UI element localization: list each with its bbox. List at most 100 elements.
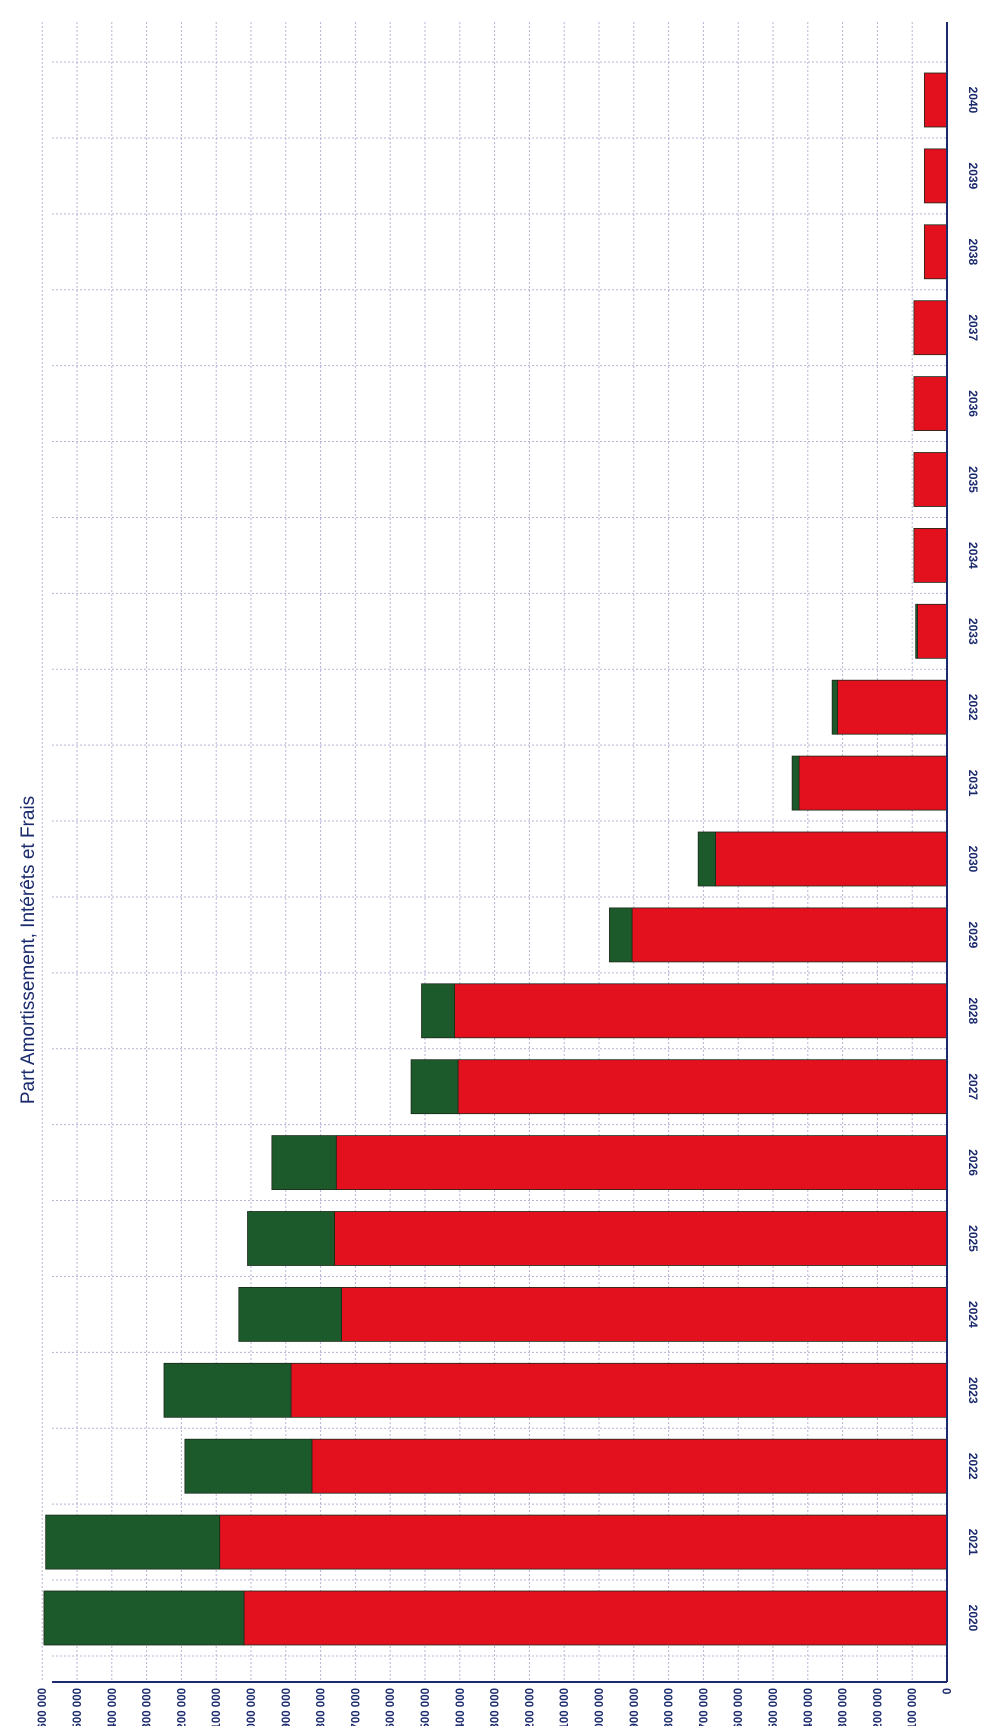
bar-segment-red xyxy=(913,528,948,583)
value-tick-label: 1 400 000 xyxy=(455,1688,467,1726)
bar-segment-red xyxy=(923,72,948,128)
category-label: 2038 xyxy=(966,238,980,265)
category-label: 2028 xyxy=(966,997,980,1024)
value-axis: 0 100 000 200 000 300 000 400 000 500 000 600 … xyxy=(37,22,954,1726)
value-tick: 0 xyxy=(942,1688,954,1694)
chart-title-text: Part Amortissement, Intérêts et Frais xyxy=(18,796,39,1104)
bar-segment-green xyxy=(238,1287,342,1342)
category-tick: 2026 xyxy=(966,1149,980,1176)
category-tick: 2033 xyxy=(966,618,980,645)
bars xyxy=(43,72,948,1646)
category-label: 2037 xyxy=(966,314,980,341)
value-tick-label: 2 200 000 xyxy=(176,1688,188,1726)
bar-segment-red xyxy=(913,376,948,432)
value-tick: 1 500 000 xyxy=(420,1688,432,1726)
category-label: 2026 xyxy=(966,1149,980,1176)
bar-segment-red xyxy=(290,1362,948,1418)
value-tick-label: 1 300 000 xyxy=(490,1688,502,1726)
category-label: 2034 xyxy=(966,542,980,569)
bar-segment-green xyxy=(43,1590,245,1646)
bar-segment-red xyxy=(923,224,948,280)
bar-segment-red xyxy=(457,1059,948,1115)
value-tick-label: 2 500 000 xyxy=(72,1688,84,1726)
value-tick-label: 300 000 xyxy=(838,1688,850,1726)
category-tick: 2023 xyxy=(966,1377,980,1404)
category-label: 2035 xyxy=(966,466,980,493)
bar-segment-red xyxy=(334,1211,948,1266)
bar-segment-red xyxy=(923,148,948,204)
value-tick-label: 1 900 000 xyxy=(281,1688,293,1726)
bar-segment-green xyxy=(609,907,633,963)
value-tick-label: 1 600 000 xyxy=(385,1688,397,1726)
value-tick-label: 1 700 000 xyxy=(350,1688,362,1726)
category-label: 2021 xyxy=(966,1529,980,1556)
category-tick: 2035 xyxy=(966,466,980,493)
category-tick: 2031 xyxy=(966,770,980,797)
value-tick: 700 000 xyxy=(698,1688,710,1726)
category-label: 2027 xyxy=(966,1073,980,1100)
category-tick: 2024 xyxy=(966,1301,980,1328)
category-label: 2025 xyxy=(966,1225,980,1252)
bar-segment-green xyxy=(410,1059,459,1115)
value-tick: 1 000 000 xyxy=(594,1688,606,1726)
value-tick: 1 200 000 xyxy=(524,1688,536,1726)
bar-segment-red xyxy=(243,1590,948,1646)
bar-segment-green xyxy=(163,1362,292,1418)
category-tick: 2020 xyxy=(966,1605,980,1632)
category-tick: 2025 xyxy=(966,1225,980,1252)
category-label: 2030 xyxy=(966,846,980,873)
category-tick: 2038 xyxy=(966,238,980,265)
value-tick-label: 1 100 000 xyxy=(559,1688,571,1726)
category-label: 2029 xyxy=(966,922,980,949)
value-tick: 1 600 000 xyxy=(385,1688,397,1726)
value-tick: 1 300 000 xyxy=(490,1688,502,1726)
chart-title: Part Amortissement, Intérêts et Frais xyxy=(18,796,39,1104)
value-tick: 1 700 000 xyxy=(350,1688,362,1726)
bar-segment-green xyxy=(831,679,838,735)
value-tick: 2 200 000 xyxy=(176,1688,188,1726)
value-tick: 2 600 000 xyxy=(37,1688,49,1726)
value-tick-label: 2 600 000 xyxy=(37,1688,49,1726)
category-tick: 2029 xyxy=(966,922,980,949)
category-label: 2040 xyxy=(966,87,980,114)
bar-segment-red xyxy=(454,983,948,1039)
value-tick-label: 800 000 xyxy=(664,1688,676,1726)
value-tick-label: 200 000 xyxy=(872,1688,884,1726)
value-tick-label: 1 800 000 xyxy=(316,1688,328,1726)
value-tick: 2 300 000 xyxy=(142,1688,154,1726)
value-tick-label: 2 400 000 xyxy=(107,1688,119,1726)
category-tick: 2032 xyxy=(966,694,980,721)
bar-segment-green xyxy=(184,1438,313,1494)
category-axis: 2020 2021 2022 2023 2024 2025 2026 2027 2028 2029… xyxy=(966,87,980,1632)
bar-segment-red xyxy=(341,1287,948,1342)
bar-segment-green xyxy=(697,831,716,887)
category-label: 2031 xyxy=(966,770,980,797)
category-tick: 2034 xyxy=(966,542,980,569)
bar-segment-green xyxy=(791,755,800,811)
value-tick: 300 000 xyxy=(838,1688,850,1726)
value-tick-label: 500 000 xyxy=(768,1688,780,1726)
bar-segment-red xyxy=(913,452,948,507)
category-tick: 2022 xyxy=(966,1453,980,1480)
category-tick: 2036 xyxy=(966,390,980,417)
value-tick-label: 600 000 xyxy=(733,1688,745,1726)
bar-segment-green xyxy=(247,1211,335,1266)
value-tick-label: 1 200 000 xyxy=(524,1688,536,1726)
value-tick: 2 500 000 xyxy=(72,1688,84,1726)
value-tick-label: 2 300 000 xyxy=(142,1688,154,1726)
category-label: 2039 xyxy=(966,163,980,190)
value-tick: 600 000 xyxy=(733,1688,745,1726)
category-label: 2036 xyxy=(966,390,980,417)
bar-segment-green xyxy=(421,983,455,1039)
value-tick: 2 000 000 xyxy=(246,1688,258,1726)
value-tick-label: 400 000 xyxy=(803,1688,815,1726)
category-tick: 2028 xyxy=(966,997,980,1024)
value-tick-label: 0 xyxy=(942,1688,954,1694)
bar-segment-red xyxy=(219,1514,948,1570)
bar-segment-red xyxy=(335,1135,948,1190)
value-tick-label: 900 000 xyxy=(629,1688,641,1726)
value-tick: 1 400 000 xyxy=(455,1688,467,1726)
value-tick: 2 400 000 xyxy=(107,1688,119,1726)
bar-segment-red xyxy=(917,603,948,659)
